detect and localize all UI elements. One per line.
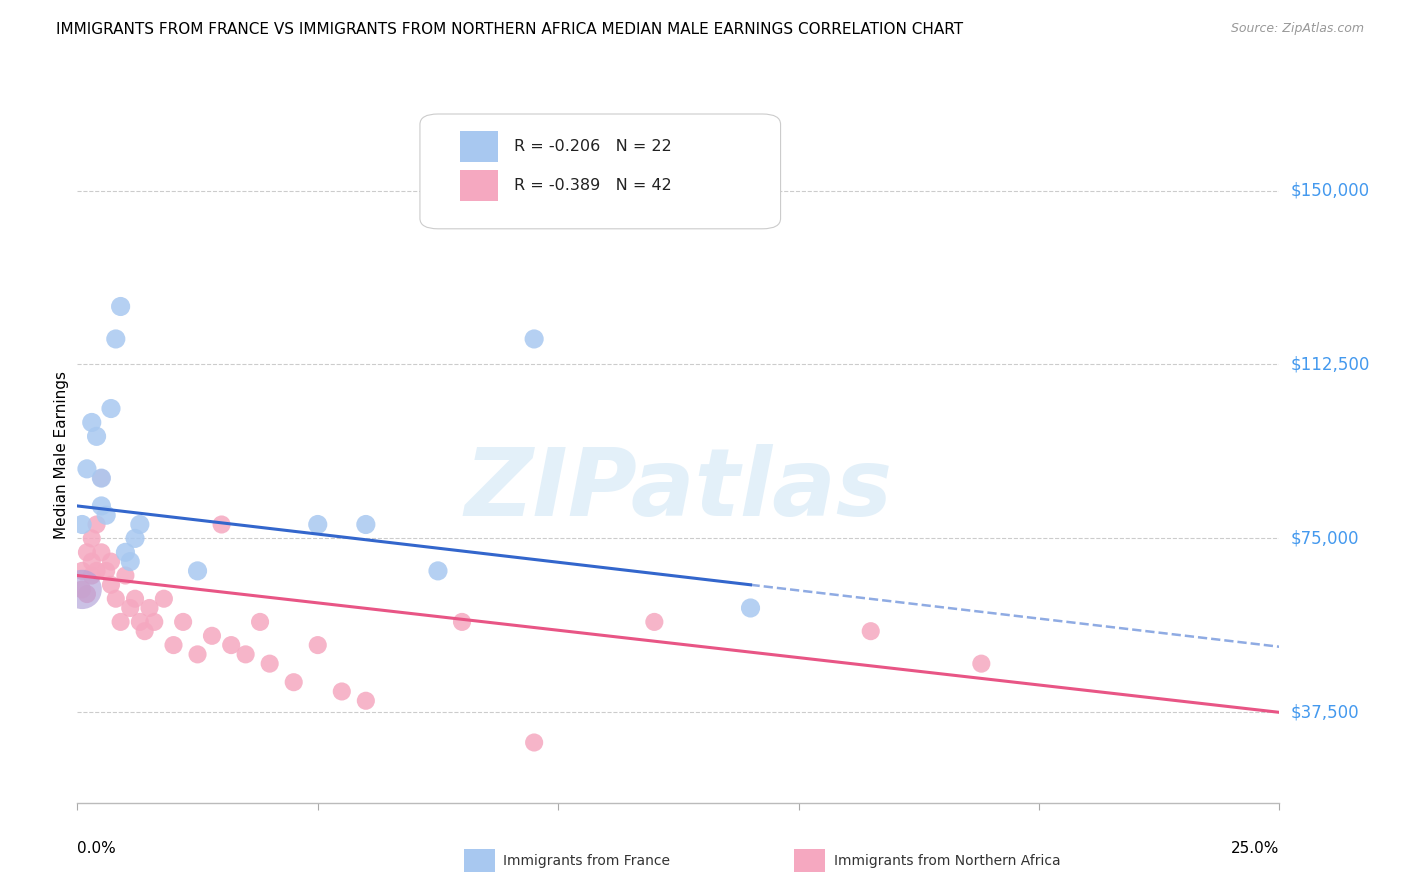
Point	[643, 615, 665, 629]
Point	[740, 601, 762, 615]
Point	[201, 629, 224, 643]
Point	[307, 638, 329, 652]
Point	[172, 615, 194, 629]
Point	[80, 568, 103, 582]
Point	[427, 564, 450, 578]
Text: Immigrants from Northern Africa: Immigrants from Northern Africa	[834, 854, 1060, 868]
Text: IMMIGRANTS FROM FRANCE VS IMMIGRANTS FROM NORTHERN AFRICA MEDIAN MALE EARNINGS C: IMMIGRANTS FROM FRANCE VS IMMIGRANTS FRO…	[56, 22, 963, 37]
Text: R = -0.206   N = 22: R = -0.206 N = 22	[513, 139, 672, 153]
Point	[100, 578, 122, 592]
Text: R = -0.389   N = 42: R = -0.389 N = 42	[513, 178, 672, 194]
Point	[307, 517, 329, 532]
Text: $75,000: $75,000	[1291, 530, 1360, 548]
Point	[80, 532, 103, 546]
Point	[96, 564, 118, 578]
Point	[124, 591, 146, 606]
Point	[143, 615, 166, 629]
Bar	[460, 131, 498, 162]
Point	[153, 591, 176, 606]
Point	[211, 517, 233, 532]
Point	[128, 615, 150, 629]
Point	[90, 471, 112, 485]
Text: $112,500: $112,500	[1291, 356, 1369, 374]
Point	[110, 300, 132, 314]
Point	[523, 332, 546, 346]
Point	[86, 564, 108, 578]
Point	[104, 591, 127, 606]
Point	[86, 517, 108, 532]
Point	[70, 582, 93, 597]
Point	[186, 648, 209, 662]
Point	[76, 462, 98, 476]
FancyBboxPatch shape	[420, 114, 780, 229]
Text: Immigrants from France: Immigrants from France	[503, 854, 671, 868]
Text: 0.0%: 0.0%	[77, 841, 117, 856]
Point	[186, 564, 209, 578]
Point	[283, 675, 305, 690]
Point	[970, 657, 993, 671]
Point	[128, 517, 150, 532]
Point	[134, 624, 156, 639]
Point	[80, 416, 103, 430]
Text: 25.0%: 25.0%	[1232, 841, 1279, 856]
Point	[114, 545, 136, 559]
Point	[451, 615, 474, 629]
Point	[249, 615, 271, 629]
Point	[86, 429, 108, 443]
Y-axis label: Median Male Earnings: Median Male Earnings	[53, 371, 69, 539]
Point	[235, 648, 257, 662]
Point	[138, 601, 160, 615]
Point	[76, 587, 98, 601]
Point	[124, 532, 146, 546]
Point	[330, 684, 353, 698]
Point	[96, 508, 118, 523]
Point	[70, 582, 93, 597]
Point	[354, 694, 377, 708]
Point	[114, 568, 136, 582]
Point	[90, 499, 112, 513]
Point	[120, 601, 142, 615]
Point	[90, 471, 112, 485]
Point	[162, 638, 184, 652]
Bar	[460, 170, 498, 202]
Point	[219, 638, 242, 652]
Point	[104, 332, 127, 346]
Point	[90, 545, 112, 559]
Text: $150,000: $150,000	[1291, 182, 1369, 200]
Point	[76, 545, 98, 559]
Point	[80, 555, 103, 569]
Point	[70, 564, 93, 578]
Point	[100, 555, 122, 569]
Text: ZIPatlas: ZIPatlas	[464, 443, 893, 536]
Point	[100, 401, 122, 416]
Point	[523, 735, 546, 749]
Point	[120, 555, 142, 569]
Text: Source: ZipAtlas.com: Source: ZipAtlas.com	[1230, 22, 1364, 36]
Point	[110, 615, 132, 629]
Text: $37,500: $37,500	[1291, 704, 1360, 722]
Point	[354, 517, 377, 532]
Point	[259, 657, 281, 671]
Point	[859, 624, 882, 639]
Point	[70, 517, 93, 532]
